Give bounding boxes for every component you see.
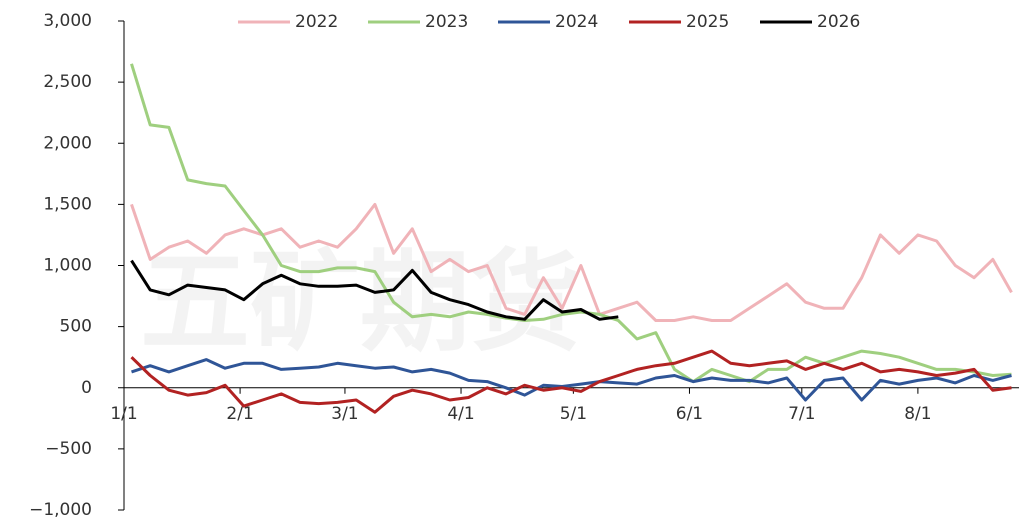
x-tick-label: 8/1 bbox=[904, 404, 931, 424]
y-tick-label: 2,500 bbox=[43, 72, 92, 92]
watermark: 五矿期货 bbox=[140, 238, 580, 366]
legend-label: 2026 bbox=[817, 12, 860, 32]
y-tick-label: 0 bbox=[81, 378, 92, 398]
y-tick-label: 1,000 bbox=[43, 256, 92, 276]
x-tick-label: 7/1 bbox=[788, 404, 815, 424]
y-tick-label: −500 bbox=[45, 439, 92, 459]
legend-label: 2022 bbox=[295, 12, 338, 32]
series-line bbox=[130, 259, 619, 321]
series-line bbox=[130, 63, 1012, 384]
y-tick-label: 3,000 bbox=[43, 11, 92, 31]
y-tick-label: −1,000 bbox=[29, 500, 92, 519]
series-line bbox=[130, 202, 1013, 322]
series-line bbox=[130, 349, 1012, 414]
x-tick-label: 3/1 bbox=[331, 404, 358, 424]
legend-label: 2025 bbox=[686, 12, 729, 32]
legend-label: 2024 bbox=[555, 12, 598, 32]
x-tick-label: 6/1 bbox=[676, 404, 703, 424]
y-tick-label: 2,000 bbox=[43, 133, 92, 153]
legend-label: 2023 bbox=[425, 12, 468, 32]
x-tick-label: 1/1 bbox=[110, 404, 137, 424]
y-tick-label: 500 bbox=[60, 317, 92, 337]
x-tick-label: 2/1 bbox=[226, 404, 253, 424]
series-line bbox=[131, 358, 1012, 402]
x-tick-label: 4/1 bbox=[447, 404, 474, 424]
y-tick-label: 1,500 bbox=[43, 194, 92, 214]
x-tick-label: 5/1 bbox=[560, 404, 587, 424]
